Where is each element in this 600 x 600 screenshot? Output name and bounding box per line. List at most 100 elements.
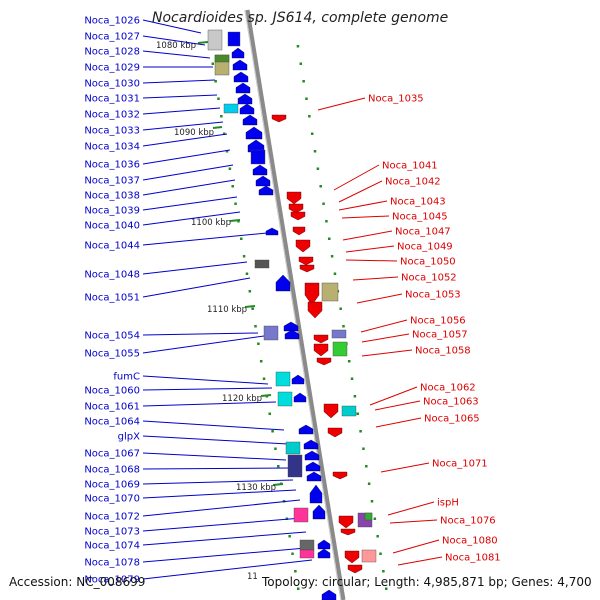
left-gene-label[interactable]: Noca_1078 [84, 558, 140, 569]
forward-gene-arrow[interactable] [232, 59, 248, 71]
right-gene-label[interactable]: Noca_1058 [415, 346, 471, 357]
forward-gene-arrow[interactable] [235, 82, 251, 94]
left-gene-label[interactable]: Noca_1038 [84, 191, 140, 202]
forward-gene-arrow[interactable] [233, 71, 249, 83]
forward-gene-arrow[interactable] [305, 461, 321, 472]
forward-gene-arrow[interactable] [258, 185, 274, 196]
reverse-gene-arrow[interactable] [295, 239, 311, 253]
right-gene-label[interactable]: Noca_1047 [395, 227, 451, 238]
gene-box-cyan[interactable] [223, 103, 239, 114]
gene-box-green[interactable] [332, 341, 348, 357]
right-gene-label[interactable]: Noca_1057 [412, 330, 468, 341]
reverse-gene-arrow[interactable] [316, 357, 332, 366]
forward-gene-arrow[interactable] [245, 126, 263, 140]
right-gene-label[interactable]: Noca_1065 [424, 414, 480, 425]
left-gene-label[interactable]: Noca_1055 [84, 349, 140, 360]
reverse-gene-arrow[interactable] [271, 114, 287, 123]
gene-box-purple[interactable] [263, 325, 279, 341]
left-gene-label[interactable]: Noca_1033 [84, 126, 140, 137]
gene-box-grey[interactable] [207, 29, 223, 51]
gene-box-blue[interactable] [227, 31, 241, 47]
reverse-gene-arrow[interactable] [327, 427, 343, 438]
right-gene-label[interactable]: Noca_1052 [401, 273, 457, 284]
left-gene-label[interactable]: Noca_1048 [84, 270, 140, 281]
left-gene-label[interactable]: Noca_1031 [84, 94, 140, 105]
gene-box-purple[interactable] [331, 329, 347, 339]
left-gene-label[interactable]: Noca_1034 [84, 142, 140, 153]
forward-gene-arrow[interactable] [283, 321, 299, 332]
right-gene-label[interactable]: Noca_1045 [392, 212, 448, 223]
left-gene-label[interactable]: Noca_1054 [84, 331, 140, 342]
left-gene-label[interactable]: Noca_1040 [84, 221, 140, 232]
gene-box-green[interactable] [214, 54, 230, 63]
forward-gene-arrow[interactable] [304, 450, 320, 461]
left-gene-label[interactable]: Noca_1070 [84, 494, 140, 505]
forward-gene-arrow[interactable] [321, 589, 337, 600]
left-gene-label[interactable]: Noca_1030 [84, 79, 140, 90]
left-gene-label[interactable]: Noca_1029 [84, 63, 140, 74]
reverse-gene-arrow[interactable] [288, 203, 304, 214]
forward-gene-arrow[interactable] [252, 164, 268, 176]
right-gene-label[interactable]: Noca_1043 [390, 197, 446, 208]
forward-gene-arrow[interactable] [317, 539, 331, 550]
gene-box-cyan[interactable] [341, 405, 357, 417]
left-gene-label[interactable]: Noca_1032 [84, 110, 140, 121]
left-gene-label[interactable]: Noca_1073 [84, 527, 140, 538]
gene-box-darkgrey[interactable] [254, 259, 270, 269]
reverse-gene-arrow[interactable] [313, 334, 329, 344]
right-gene-label[interactable]: Noca_1042 [385, 177, 441, 188]
gene-box-olive[interactable] [321, 282, 339, 302]
right-gene-label[interactable]: Noca_1063 [423, 397, 479, 408]
reverse-gene-arrow[interactable] [338, 515, 354, 529]
gene-box-pink[interactable] [299, 549, 315, 559]
reverse-gene-arrow[interactable] [299, 264, 315, 273]
forward-gene-arrow[interactable] [239, 103, 255, 115]
right-gene-label[interactable]: ispH [437, 498, 459, 509]
forward-gene-arrow[interactable] [265, 227, 279, 236]
left-gene-label[interactable]: Noca_1044 [84, 241, 140, 252]
forward-gene-arrow[interactable] [317, 548, 331, 559]
forward-gene-arrow[interactable] [255, 175, 271, 187]
left-gene-label[interactable]: glpX [118, 432, 140, 443]
forward-gene-arrow[interactable] [293, 392, 307, 403]
left-gene-label[interactable]: Noca_1074 [84, 541, 140, 552]
reverse-gene-arrow[interactable] [292, 226, 306, 236]
right-gene-label[interactable]: Noca_1049 [397, 242, 453, 253]
reverse-gene-arrow[interactable] [286, 191, 302, 205]
right-gene-label[interactable]: Noca_1035 [368, 94, 424, 105]
reverse-gene-arrow[interactable] [298, 256, 314, 266]
reverse-gene-arrow[interactable] [313, 343, 329, 357]
reverse-gene-arrow[interactable] [347, 564, 363, 574]
right-gene-label[interactable]: Noca_1062 [420, 383, 476, 394]
left-gene-label[interactable]: Noca_1039 [84, 206, 140, 217]
gene-box-green[interactable] [364, 512, 373, 521]
left-gene-label[interactable]: Noca_1028 [84, 47, 140, 58]
forward-gene-arrow[interactable] [303, 439, 319, 450]
left-gene-label[interactable]: Noca_1064 [84, 417, 140, 428]
right-gene-label[interactable]: Noca_1081 [445, 553, 501, 564]
left-gene-label[interactable]: Noca_1067 [84, 449, 140, 460]
forward-gene-arrow[interactable] [284, 329, 300, 340]
forward-gene-arrow[interactable] [306, 471, 322, 482]
gene-box-blue[interactable] [250, 149, 266, 165]
left-gene-label[interactable]: Noca_1061 [84, 402, 140, 413]
right-gene-label[interactable]: Noca_1053 [405, 290, 461, 301]
forward-gene-arrow[interactable] [275, 274, 291, 292]
gene-box-cyan[interactable] [277, 391, 293, 407]
forward-gene-arrow[interactable] [309, 484, 323, 504]
left-gene-label[interactable]: Noca_1027 [84, 32, 140, 43]
right-gene-label[interactable]: Noca_1076 [440, 516, 496, 527]
gene-box-cyan[interactable] [275, 371, 291, 387]
reverse-gene-arrow[interactable] [290, 211, 306, 221]
right-gene-label[interactable]: Noca_1050 [400, 257, 456, 268]
left-gene-label[interactable]: Noca_1072 [84, 512, 140, 523]
reverse-gene-arrow[interactable] [323, 403, 339, 419]
right-gene-label[interactable]: Noca_1041 [382, 161, 438, 172]
right-gene-label[interactable]: Noca_1056 [410, 316, 466, 327]
right-gene-label[interactable]: Noca_1071 [432, 459, 488, 470]
forward-gene-arrow[interactable] [231, 47, 245, 59]
left-gene-label[interactable]: fumC [113, 372, 140, 383]
left-gene-label[interactable]: Noca_1060 [84, 386, 140, 397]
reverse-gene-arrow[interactable] [344, 550, 360, 564]
reverse-gene-arrow[interactable] [304, 282, 320, 306]
